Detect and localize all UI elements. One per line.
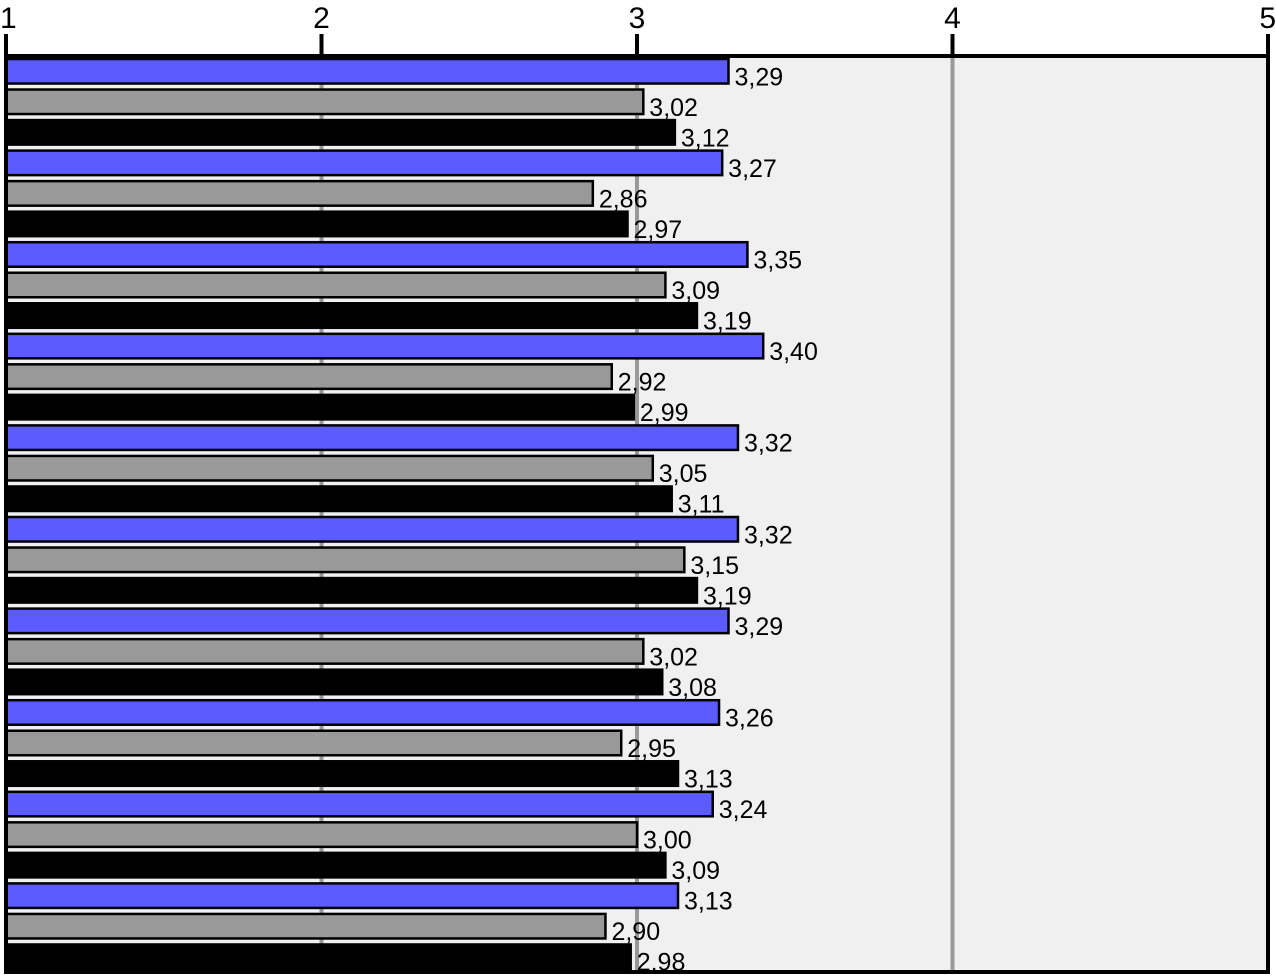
value-label-group10-series1: 3,13 bbox=[684, 888, 733, 916]
value-label-group3-series3: 3,19 bbox=[703, 308, 752, 336]
bar-group5-series3 bbox=[4, 485, 673, 513]
value-label-group7-series2: 3,02 bbox=[649, 643, 698, 671]
tick-label-2: 2 bbox=[313, 2, 330, 35]
tick-label-4: 4 bbox=[944, 2, 961, 35]
bar-group7-series2 bbox=[4, 637, 645, 665]
bar-group1-series2 bbox=[4, 88, 645, 116]
value-label-group9-series2: 3,00 bbox=[643, 827, 692, 855]
value-label-group4-series3: 2,99 bbox=[640, 399, 689, 427]
value-label-group3-series2: 3,09 bbox=[671, 277, 720, 305]
value-label-group1-series2: 3,02 bbox=[649, 94, 698, 122]
bar-group4-series2 bbox=[4, 363, 614, 391]
bar-group8-series3 bbox=[4, 760, 680, 788]
value-label-group10-series2: 2,90 bbox=[611, 918, 660, 946]
bar-group3-series3 bbox=[4, 302, 699, 330]
bar-group9-series1 bbox=[4, 790, 714, 818]
bar-group10-series2 bbox=[4, 912, 607, 940]
bar-group7-series1 bbox=[4, 607, 730, 635]
value-label-group7-series3: 3,08 bbox=[668, 674, 717, 702]
value-label-group2-series2: 2,86 bbox=[599, 185, 648, 213]
bar-group2-series1 bbox=[4, 149, 724, 177]
x-axis-ticks: 1 2 3 4 5 bbox=[0, 2, 1276, 56]
value-label-group1-series3: 3,12 bbox=[681, 124, 730, 152]
value-label-group6-series1: 3,32 bbox=[744, 521, 793, 549]
value-label-group2-series3: 2,97 bbox=[634, 216, 683, 244]
bar-group10-series1 bbox=[4, 882, 680, 910]
bar-group6-series2 bbox=[4, 546, 686, 574]
value-label-group8-series1: 3,26 bbox=[725, 704, 774, 732]
tick-label-3: 3 bbox=[629, 2, 646, 35]
value-label-group5-series3: 3,11 bbox=[678, 491, 725, 519]
value-label-group9-series3: 3,09 bbox=[671, 857, 720, 885]
bar-group9-series2 bbox=[4, 821, 639, 849]
value-label-group5-series2: 3,05 bbox=[659, 460, 708, 488]
tick-label-1: 1 bbox=[0, 2, 17, 35]
gridlines bbox=[319, 56, 955, 972]
value-label-group7-series1: 3,29 bbox=[734, 613, 783, 641]
value-label-group8-series3: 3,13 bbox=[684, 766, 733, 794]
bar-group7-series3 bbox=[4, 668, 664, 696]
bar-group1-series3 bbox=[4, 118, 677, 146]
bar-group4-series1 bbox=[4, 332, 765, 360]
value-label-group3-series1: 3,35 bbox=[753, 246, 802, 274]
tick-label-5: 5 bbox=[1259, 2, 1276, 35]
bar-group3-series2 bbox=[4, 271, 667, 299]
bar-group6-series3 bbox=[4, 576, 699, 604]
value-label-group6-series2: 3,15 bbox=[690, 552, 739, 580]
value-label-group4-series2: 2,92 bbox=[618, 369, 667, 397]
value-label-group2-series1: 3,27 bbox=[728, 155, 777, 183]
value-labels: 3,293,023,123,272,862,973,353,093,193,40… bbox=[599, 63, 818, 976]
bar-group1-series1 bbox=[4, 57, 730, 85]
bar-group8-series1 bbox=[4, 698, 721, 726]
bar-group9-series3 bbox=[4, 851, 667, 879]
value-label-group9-series1: 3,24 bbox=[719, 796, 768, 824]
bar-group2-series3 bbox=[4, 210, 629, 238]
bar-group3-series1 bbox=[4, 240, 749, 268]
value-label-group4-series1: 3,40 bbox=[769, 338, 818, 366]
value-label-group6-series3: 3,19 bbox=[703, 582, 752, 610]
bar-group5-series1 bbox=[4, 424, 740, 452]
plot-frame bbox=[4, 54, 1270, 974]
bar-group8-series2 bbox=[4, 729, 623, 757]
bar-group6-series1 bbox=[4, 515, 740, 543]
bar-group5-series2 bbox=[4, 454, 655, 482]
value-label-group8-series2: 2,95 bbox=[627, 735, 676, 763]
value-label-group5-series1: 3,32 bbox=[744, 430, 793, 458]
bar-group2-series2 bbox=[4, 179, 595, 207]
value-label-group1-series1: 3,29 bbox=[734, 63, 783, 91]
bar-group10-series3 bbox=[4, 943, 632, 971]
bar-group4-series3 bbox=[4, 393, 636, 421]
